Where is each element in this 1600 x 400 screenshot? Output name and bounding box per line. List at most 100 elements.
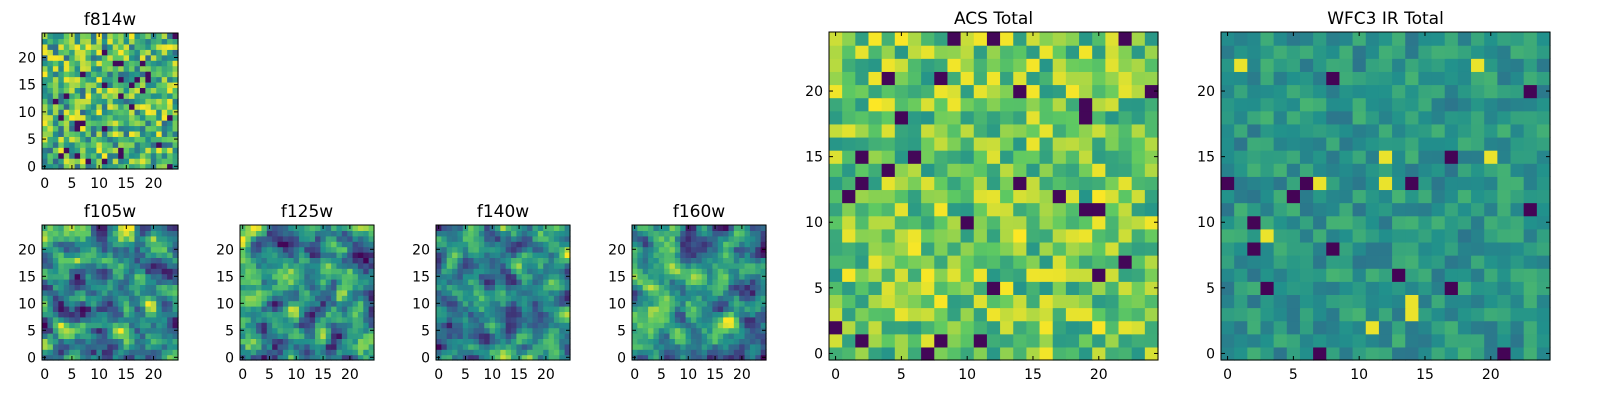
heatmap-cell: [500, 343, 507, 350]
heatmap-cell: [685, 284, 692, 291]
heatmap-cell: [690, 349, 697, 356]
heatmap-cell: [1457, 45, 1472, 59]
heatmap-cell: [123, 71, 130, 78]
heatmap-cell: [336, 246, 343, 253]
heatmap-cell: [1000, 255, 1014, 269]
heatmap-cell: [85, 230, 92, 237]
heatmap-cell: [494, 354, 501, 361]
heatmap-cell: [1013, 333, 1027, 348]
heatmap-cell: [881, 215, 896, 230]
heatmap-cell: [934, 45, 949, 59]
heatmap-cell: [473, 279, 480, 285]
heatmap-cell: [58, 230, 65, 237]
heatmap-cell: [352, 311, 359, 318]
heatmap-cell: [107, 289, 114, 296]
heatmap-cell: [1000, 45, 1014, 59]
heatmap-cell: [744, 338, 751, 345]
heatmap-cell: [712, 279, 719, 285]
heatmap-cell: [707, 268, 713, 275]
heatmap-cell: [58, 333, 65, 339]
heatmap-cell: [1352, 150, 1367, 164]
heatmap-cell: [921, 307, 935, 322]
heatmap-cell: [755, 327, 762, 334]
heatmap-cell: [717, 338, 724, 345]
heatmap-cell: [457, 289, 464, 296]
heatmap-cell: [1457, 307, 1472, 322]
heatmap-cell: [1105, 202, 1120, 217]
heatmap-cell: [245, 316, 252, 323]
heatmap-cell: [855, 45, 870, 59]
heatmap-cell: [90, 163, 97, 170]
heatmap-cell: [118, 130, 125, 137]
heatmap-cell: [1013, 307, 1027, 322]
heatmap-cell: [855, 136, 870, 151]
heatmap-cell: [161, 33, 168, 40]
heatmap-cell: [723, 230, 730, 237]
heatmap-cell: [484, 289, 491, 296]
heatmap-cell: [1131, 123, 1146, 138]
heatmap-cell: [1510, 123, 1525, 138]
heatmap-cell: [648, 322, 655, 329]
heatmap-cell: [532, 284, 539, 291]
heatmap-cell: [1013, 58, 1027, 72]
heatmap-cell: [707, 300, 713, 307]
heatmap-cell: [1313, 307, 1327, 322]
heatmap-cell: [723, 241, 730, 248]
heatmap-cell: [315, 252, 321, 258]
heatmap-cell: [1065, 281, 1080, 295]
heatmap-cell: [1326, 45, 1341, 59]
heatmap-cell: [564, 268, 571, 275]
heatmap-cell: [74, 273, 81, 280]
heatmap-cell: [80, 87, 87, 94]
heatmap-cell: [112, 316, 119, 323]
heatmap-cell: [653, 322, 660, 329]
heatmap-cell: [69, 284, 76, 291]
heatmap-cell: [1392, 163, 1406, 177]
heatmap-cell: [441, 289, 448, 296]
heatmap-cell: [532, 262, 539, 269]
heatmap-cell: [282, 322, 289, 329]
heatmap-cell: [150, 316, 157, 323]
heatmap-cell: [288, 235, 295, 242]
heatmap-cell: [674, 268, 681, 275]
heatmap-cell: [755, 252, 762, 258]
heatmap-cell: [250, 306, 257, 312]
heatmap-cell: [881, 241, 896, 256]
heatmap-cell: [723, 311, 730, 318]
heatmap-cell: [868, 189, 883, 204]
heatmap-cell: [669, 322, 676, 329]
heatmap-cell: [42, 98, 49, 105]
heatmap-cell: [637, 354, 644, 361]
heatmap-cell: [172, 262, 179, 269]
heatmap-cell: [240, 230, 246, 237]
heatmap-cell: [336, 241, 343, 248]
heatmap-cell: [441, 338, 448, 345]
heatmap-cell: [69, 246, 76, 253]
heatmap-cell: [755, 343, 762, 350]
heatmap-cell: [167, 109, 174, 116]
heatmap-cell: [1378, 110, 1393, 125]
heatmap-cell: [52, 349, 59, 356]
heatmap-cell: [559, 262, 566, 269]
heatmap-cell: [478, 338, 485, 345]
heatmap-cell: [749, 262, 756, 269]
heatmap-cell: [739, 246, 746, 253]
heatmap-cell: [521, 333, 528, 339]
heatmap-cell: [85, 130, 92, 137]
heatmap-cell: [760, 257, 767, 264]
heatmap-cell: [1365, 320, 1380, 335]
heatmap-cell: [1523, 136, 1538, 151]
heatmap-cell: [156, 230, 163, 237]
heatmap-cell: [1339, 307, 1354, 322]
heatmap-cell: [145, 54, 152, 61]
heatmap-cell: [521, 289, 528, 296]
heatmap-cell: [1260, 255, 1275, 269]
heatmap-cell: [277, 230, 284, 237]
heatmap-cell: [733, 311, 740, 318]
heatmap-cell: [446, 354, 453, 361]
heatmap-cell: [1457, 202, 1472, 217]
heatmap-cell: [1079, 84, 1093, 99]
heatmap-cell: [156, 343, 163, 350]
heatmap-cell: [1092, 71, 1106, 86]
heatmap-cell: [473, 333, 480, 339]
